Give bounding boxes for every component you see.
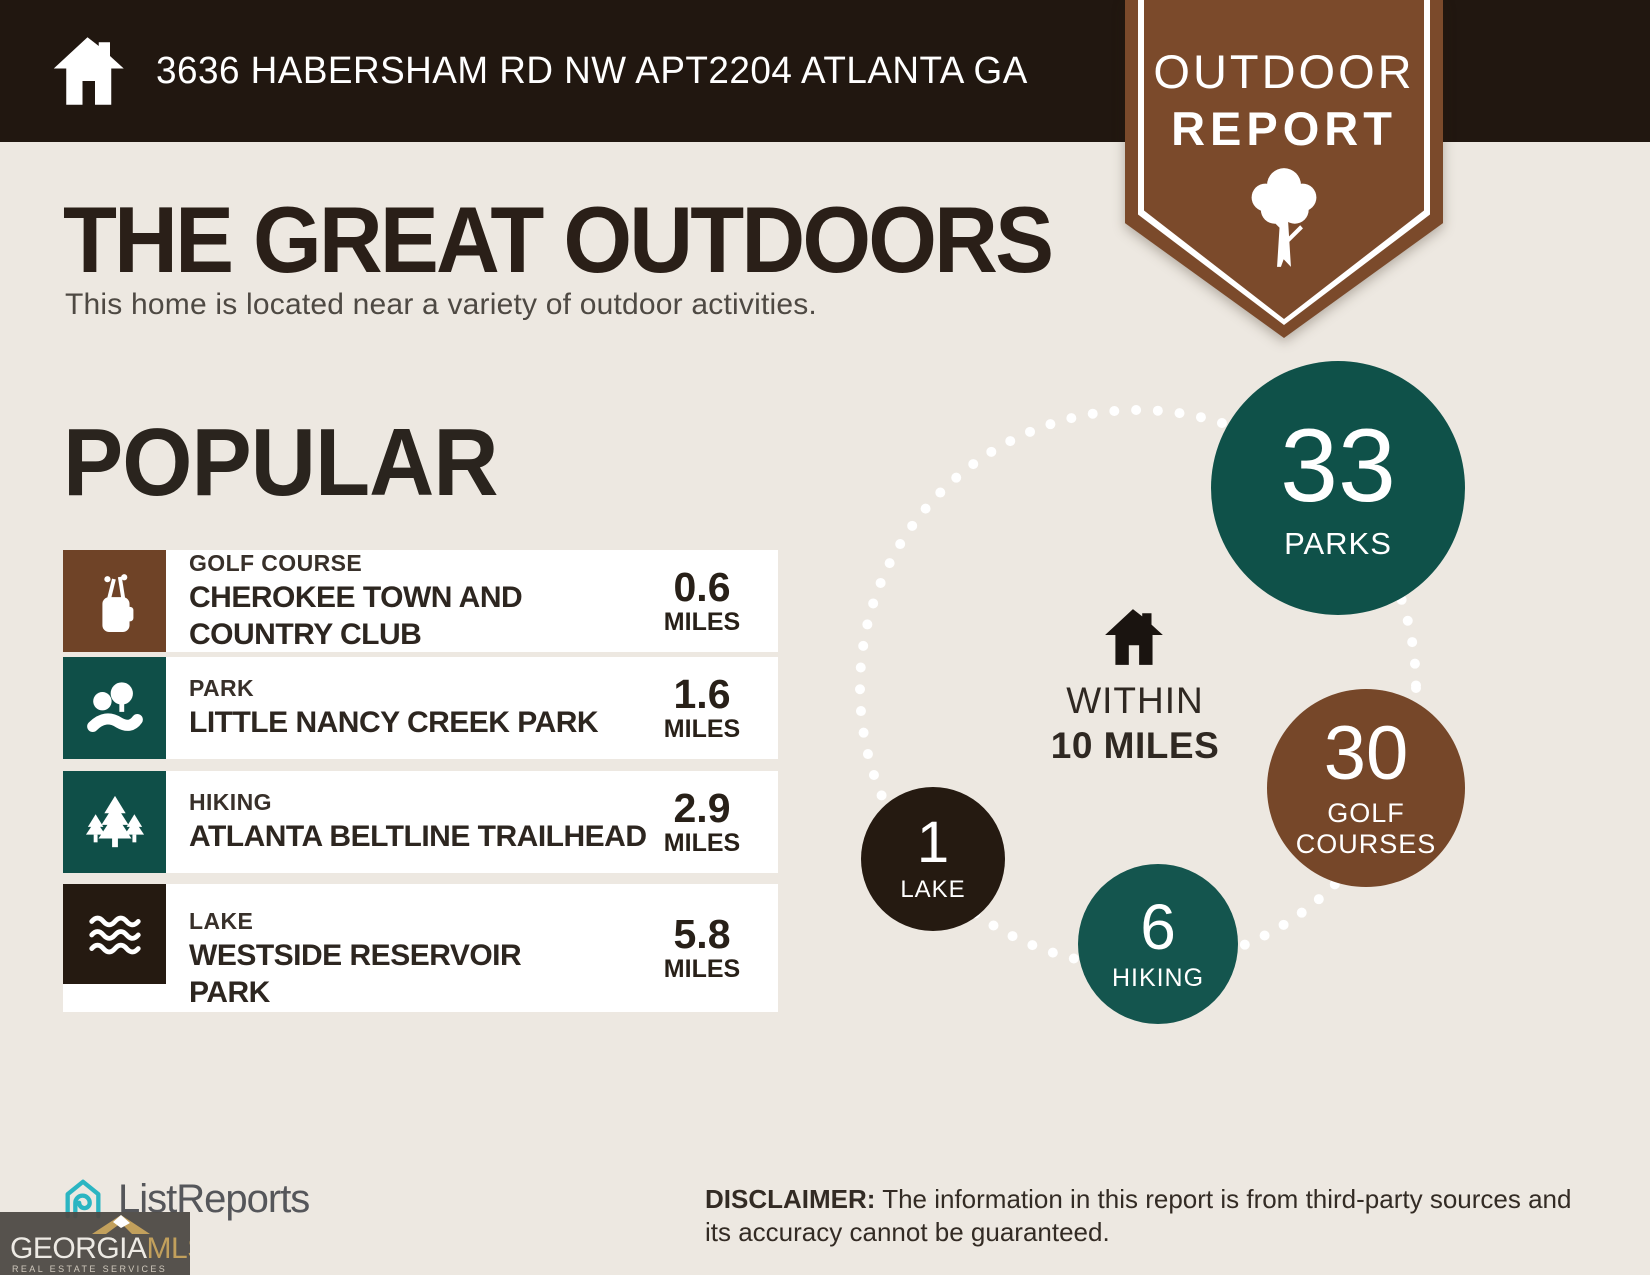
badge-title-line1: OUTDOOR xyxy=(1153,45,1415,98)
georgia-mls-logo: GEORGIAMLS REAL ESTATE SERVICES xyxy=(0,1212,190,1275)
distance-unit: MILES xyxy=(663,955,741,983)
page-subtitle: This home is located near a variety of o… xyxy=(65,288,817,321)
distance-block: 0.6 MILES xyxy=(640,550,778,652)
park-icon-tile xyxy=(63,657,166,759)
hiking-icon-tile xyxy=(63,771,166,873)
place-name: WESTSIDE RESERVOIR PARK xyxy=(189,939,522,1009)
category-label: LAKE xyxy=(189,908,254,934)
popular-item-park: PARK LITTLE NANCY CREEK PARK 1.6 MILES xyxy=(63,657,778,759)
park-tree-path-icon xyxy=(86,682,143,732)
category-label: PARK xyxy=(189,675,255,701)
house-icon xyxy=(1105,609,1163,665)
golf-bag-icon xyxy=(101,574,133,632)
distance-value: 5.8 xyxy=(673,911,731,957)
mls-tagline: REAL ESTATE SERVICES xyxy=(12,1264,168,1274)
radius-caption-line1: WITHIN xyxy=(1066,680,1204,721)
disclaimer-label: DISCLAIMER: xyxy=(705,1184,876,1214)
distance-unit: MILES xyxy=(663,829,741,857)
disclaimer: DISCLAIMER: The information in this repo… xyxy=(705,1183,1585,1249)
distance-unit: MILES xyxy=(663,715,741,743)
badge-title-line2: REPORT xyxy=(1171,102,1397,155)
report-badge: OUTDOOR REPORT xyxy=(1125,0,1443,338)
home-icon xyxy=(53,37,124,105)
stat-label: LAKE xyxy=(900,876,966,903)
distance-unit: MILES xyxy=(663,608,741,636)
badge-title: OUTDOOR REPORT xyxy=(1125,44,1443,156)
distance-value: 0.6 xyxy=(673,564,731,610)
mls-wordmark: GEORGIAMLS xyxy=(10,1232,190,1266)
listreports-house-icon xyxy=(65,1179,101,1219)
stat-bubble-parks: 33 PARKS xyxy=(1211,361,1465,615)
mls-mountain-icon xyxy=(92,1215,150,1234)
popular-item-text: GOLF COURSE CHEROKEE TOWN AND COUNTRY CL… xyxy=(166,550,640,652)
stat-label: GOLF COURSES xyxy=(1295,798,1437,859)
place-name: ATLANTA BELTLINE TRAILHEAD xyxy=(189,820,647,853)
popular-item-lake: LAKE WESTSIDE RESERVOIR PARK 5.8 MILES xyxy=(63,884,778,1012)
radius-caption: WITHIN 10 MILES xyxy=(1015,680,1255,767)
radius-caption-line2: 10 MILES xyxy=(1050,725,1220,766)
distance-block: 2.9 MILES xyxy=(640,771,778,873)
place-name: CHEROKEE TOWN AND COUNTRY CLUB xyxy=(189,580,523,651)
popular-item-text: LAKE WESTSIDE RESERVOIR PARK xyxy=(166,884,640,1011)
stat-label: PARKS xyxy=(1284,526,1392,561)
category-label: GOLF COURSE xyxy=(189,550,363,576)
golf-bag-icon-tile xyxy=(63,550,166,652)
stat-bubble-lake: 1 LAKE xyxy=(861,787,1005,931)
stat-bubble-hiking: 6 HIKING xyxy=(1078,864,1238,1024)
stat-value: 1 xyxy=(916,810,950,875)
popular-item-text: HIKING ATLANTA BELTLINE TRAILHEAD xyxy=(166,771,647,873)
popular-item-golf-course: GOLF COURSE CHEROKEE TOWN AND COUNTRY CL… xyxy=(63,550,778,652)
distance-block: 1.6 MILES xyxy=(640,657,778,759)
popular-item-text: PARK LITTLE NANCY CREEK PARK xyxy=(166,657,640,759)
tree-icon xyxy=(1251,168,1317,267)
popular-heading: POPULAR xyxy=(63,409,499,516)
stat-value: 33 xyxy=(1280,408,1396,524)
mls-wordmark-georgia: GEORGIA xyxy=(10,1232,147,1265)
distance-value: 2.9 xyxy=(673,785,731,831)
stat-bubble-golf-courses: 30 GOLF COURSES xyxy=(1267,689,1465,887)
stat-value: 30 xyxy=(1323,711,1409,796)
property-address: 3636 HABERSHAM RD NW APT2204 ATLANTA GA xyxy=(156,49,1028,92)
popular-item-hiking: HIKING ATLANTA BELTLINE TRAILHEAD 2.9 MI… xyxy=(63,771,778,873)
disclaimer-text: The information in this report is from t… xyxy=(705,1184,1572,1247)
distance-block: 5.8 MILES xyxy=(640,884,778,1012)
waves-icon xyxy=(88,915,141,955)
category-label: HIKING xyxy=(189,789,272,815)
stat-label: HIKING xyxy=(1111,964,1205,992)
pine-trees-icon xyxy=(85,795,144,848)
stat-value: 6 xyxy=(1140,891,1176,963)
place-name: LITTLE NANCY CREEK PARK xyxy=(189,706,599,739)
page-title: THE GREAT OUTDOORS xyxy=(63,187,1054,292)
mls-wordmark-mls: MLS xyxy=(146,1232,190,1265)
lake-icon-tile xyxy=(63,884,166,984)
distance-value: 1.6 xyxy=(673,671,731,717)
